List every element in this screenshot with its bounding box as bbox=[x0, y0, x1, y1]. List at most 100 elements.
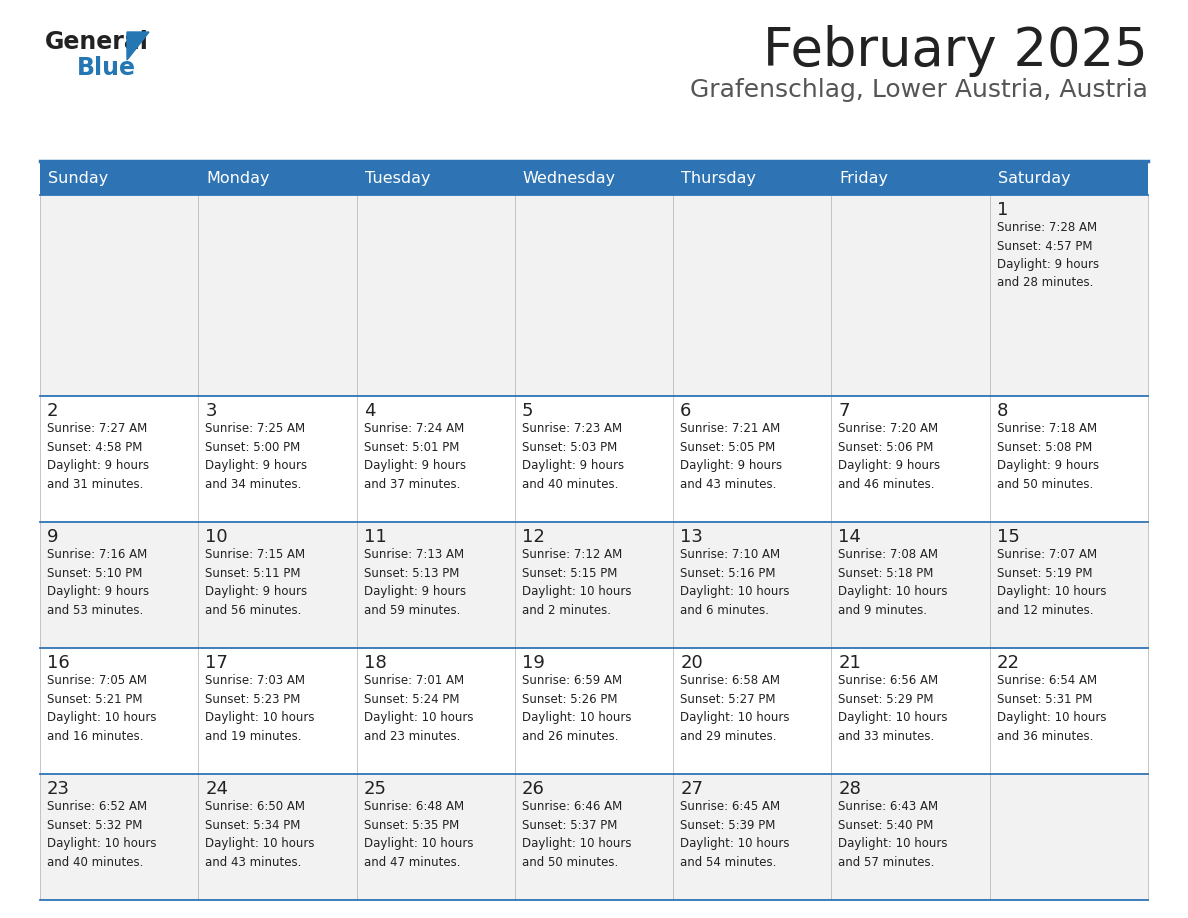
Text: Sunday: Sunday bbox=[48, 172, 108, 186]
Bar bbox=[674, 774, 832, 900]
Bar bbox=[198, 397, 356, 522]
Text: 25: 25 bbox=[364, 780, 386, 798]
Text: 8: 8 bbox=[997, 402, 1009, 420]
Bar bbox=[356, 522, 514, 648]
Bar bbox=[514, 397, 674, 522]
Text: Sunrise: 7:07 AM
Sunset: 5:19 PM
Daylight: 10 hours
and 12 minutes.: Sunrise: 7:07 AM Sunset: 5:19 PM Dayligh… bbox=[997, 548, 1106, 617]
Text: Sunrise: 7:15 AM
Sunset: 5:11 PM
Daylight: 9 hours
and 56 minutes.: Sunrise: 7:15 AM Sunset: 5:11 PM Dayligh… bbox=[206, 548, 308, 617]
Text: 1: 1 bbox=[997, 201, 1009, 219]
Bar bbox=[832, 397, 990, 522]
Text: Sunrise: 6:58 AM
Sunset: 5:27 PM
Daylight: 10 hours
and 29 minutes.: Sunrise: 6:58 AM Sunset: 5:27 PM Dayligh… bbox=[681, 674, 790, 743]
Bar bbox=[674, 397, 832, 522]
Text: Sunrise: 6:59 AM
Sunset: 5:26 PM
Daylight: 10 hours
and 26 minutes.: Sunrise: 6:59 AM Sunset: 5:26 PM Dayligh… bbox=[522, 674, 631, 743]
Text: Tuesday: Tuesday bbox=[365, 172, 430, 186]
Bar bbox=[514, 163, 674, 195]
Text: General: General bbox=[45, 30, 148, 54]
Bar bbox=[198, 195, 356, 397]
Bar bbox=[674, 648, 832, 774]
Text: 2: 2 bbox=[48, 402, 58, 420]
Text: 19: 19 bbox=[522, 655, 545, 672]
Bar bbox=[832, 195, 990, 397]
Text: February 2025: February 2025 bbox=[763, 25, 1148, 77]
Text: 28: 28 bbox=[839, 780, 861, 798]
Text: Sunrise: 7:03 AM
Sunset: 5:23 PM
Daylight: 10 hours
and 19 minutes.: Sunrise: 7:03 AM Sunset: 5:23 PM Dayligh… bbox=[206, 674, 315, 743]
Text: Sunrise: 7:01 AM
Sunset: 5:24 PM
Daylight: 10 hours
and 23 minutes.: Sunrise: 7:01 AM Sunset: 5:24 PM Dayligh… bbox=[364, 674, 473, 743]
Bar bbox=[674, 163, 832, 195]
Text: Sunrise: 7:12 AM
Sunset: 5:15 PM
Daylight: 10 hours
and 2 minutes.: Sunrise: 7:12 AM Sunset: 5:15 PM Dayligh… bbox=[522, 548, 631, 617]
Text: 14: 14 bbox=[839, 529, 861, 546]
Text: Sunrise: 7:28 AM
Sunset: 4:57 PM
Daylight: 9 hours
and 28 minutes.: Sunrise: 7:28 AM Sunset: 4:57 PM Dayligh… bbox=[997, 221, 1099, 289]
Text: Sunrise: 6:43 AM
Sunset: 5:40 PM
Daylight: 10 hours
and 57 minutes.: Sunrise: 6:43 AM Sunset: 5:40 PM Dayligh… bbox=[839, 800, 948, 868]
Text: Sunrise: 7:27 AM
Sunset: 4:58 PM
Daylight: 9 hours
and 31 minutes.: Sunrise: 7:27 AM Sunset: 4:58 PM Dayligh… bbox=[48, 422, 150, 491]
Text: Sunrise: 7:20 AM
Sunset: 5:06 PM
Daylight: 9 hours
and 46 minutes.: Sunrise: 7:20 AM Sunset: 5:06 PM Dayligh… bbox=[839, 422, 941, 491]
Text: Grafenschlag, Lower Austria, Austria: Grafenschlag, Lower Austria, Austria bbox=[690, 78, 1148, 102]
Text: Sunrise: 7:24 AM
Sunset: 5:01 PM
Daylight: 9 hours
and 37 minutes.: Sunrise: 7:24 AM Sunset: 5:01 PM Dayligh… bbox=[364, 422, 466, 491]
Text: 9: 9 bbox=[48, 529, 58, 546]
Text: Sunrise: 7:18 AM
Sunset: 5:08 PM
Daylight: 9 hours
and 50 minutes.: Sunrise: 7:18 AM Sunset: 5:08 PM Dayligh… bbox=[997, 422, 1099, 491]
Bar bbox=[514, 522, 674, 648]
Text: Sunrise: 7:16 AM
Sunset: 5:10 PM
Daylight: 9 hours
and 53 minutes.: Sunrise: 7:16 AM Sunset: 5:10 PM Dayligh… bbox=[48, 548, 150, 617]
Text: Sunrise: 6:54 AM
Sunset: 5:31 PM
Daylight: 10 hours
and 36 minutes.: Sunrise: 6:54 AM Sunset: 5:31 PM Dayligh… bbox=[997, 674, 1106, 743]
Bar bbox=[674, 522, 832, 648]
Text: Blue: Blue bbox=[77, 56, 135, 80]
Bar bbox=[990, 397, 1148, 522]
Bar bbox=[990, 163, 1148, 195]
Text: 4: 4 bbox=[364, 402, 375, 420]
Bar bbox=[832, 522, 990, 648]
Text: 22: 22 bbox=[997, 655, 1019, 672]
Text: 17: 17 bbox=[206, 655, 228, 672]
Bar bbox=[40, 774, 198, 900]
Text: Sunrise: 6:46 AM
Sunset: 5:37 PM
Daylight: 10 hours
and 50 minutes.: Sunrise: 6:46 AM Sunset: 5:37 PM Dayligh… bbox=[522, 800, 631, 868]
Text: 23: 23 bbox=[48, 780, 70, 798]
Text: 7: 7 bbox=[839, 402, 849, 420]
Text: 15: 15 bbox=[997, 529, 1019, 546]
Text: 3: 3 bbox=[206, 402, 216, 420]
Text: 11: 11 bbox=[364, 529, 386, 546]
Bar bbox=[356, 195, 514, 397]
Bar bbox=[356, 774, 514, 900]
Bar bbox=[832, 648, 990, 774]
Text: Sunrise: 7:05 AM
Sunset: 5:21 PM
Daylight: 10 hours
and 16 minutes.: Sunrise: 7:05 AM Sunset: 5:21 PM Dayligh… bbox=[48, 674, 157, 743]
Text: 26: 26 bbox=[522, 780, 545, 798]
Text: 10: 10 bbox=[206, 529, 228, 546]
Text: Sunrise: 7:08 AM
Sunset: 5:18 PM
Daylight: 10 hours
and 9 minutes.: Sunrise: 7:08 AM Sunset: 5:18 PM Dayligh… bbox=[839, 548, 948, 617]
Text: Sunrise: 6:56 AM
Sunset: 5:29 PM
Daylight: 10 hours
and 33 minutes.: Sunrise: 6:56 AM Sunset: 5:29 PM Dayligh… bbox=[839, 674, 948, 743]
Text: Sunrise: 7:13 AM
Sunset: 5:13 PM
Daylight: 9 hours
and 59 minutes.: Sunrise: 7:13 AM Sunset: 5:13 PM Dayligh… bbox=[364, 548, 466, 617]
Text: 5: 5 bbox=[522, 402, 533, 420]
Text: Saturday: Saturday bbox=[998, 172, 1070, 186]
Bar bbox=[40, 522, 198, 648]
Bar bbox=[514, 195, 674, 397]
Text: 16: 16 bbox=[48, 655, 70, 672]
Bar bbox=[198, 522, 356, 648]
Text: 24: 24 bbox=[206, 780, 228, 798]
Bar bbox=[514, 774, 674, 900]
Bar bbox=[990, 774, 1148, 900]
Text: Thursday: Thursday bbox=[681, 172, 756, 186]
Bar bbox=[356, 648, 514, 774]
Text: 6: 6 bbox=[681, 402, 691, 420]
Text: Sunrise: 6:50 AM
Sunset: 5:34 PM
Daylight: 10 hours
and 43 minutes.: Sunrise: 6:50 AM Sunset: 5:34 PM Dayligh… bbox=[206, 800, 315, 868]
Bar bbox=[832, 163, 990, 195]
Bar bbox=[40, 195, 198, 397]
Bar bbox=[198, 163, 356, 195]
Text: Sunrise: 7:25 AM
Sunset: 5:00 PM
Daylight: 9 hours
and 34 minutes.: Sunrise: 7:25 AM Sunset: 5:00 PM Dayligh… bbox=[206, 422, 308, 491]
Bar bbox=[832, 774, 990, 900]
Text: Sunrise: 6:48 AM
Sunset: 5:35 PM
Daylight: 10 hours
and 47 minutes.: Sunrise: 6:48 AM Sunset: 5:35 PM Dayligh… bbox=[364, 800, 473, 868]
Text: Sunrise: 7:21 AM
Sunset: 5:05 PM
Daylight: 9 hours
and 43 minutes.: Sunrise: 7:21 AM Sunset: 5:05 PM Dayligh… bbox=[681, 422, 782, 491]
Text: Sunrise: 7:10 AM
Sunset: 5:16 PM
Daylight: 10 hours
and 6 minutes.: Sunrise: 7:10 AM Sunset: 5:16 PM Dayligh… bbox=[681, 548, 790, 617]
Text: 27: 27 bbox=[681, 780, 703, 798]
Bar bbox=[40, 397, 198, 522]
Bar bbox=[514, 648, 674, 774]
Bar bbox=[198, 648, 356, 774]
Polygon shape bbox=[127, 32, 148, 60]
Text: 18: 18 bbox=[364, 655, 386, 672]
Text: Sunrise: 7:23 AM
Sunset: 5:03 PM
Daylight: 9 hours
and 40 minutes.: Sunrise: 7:23 AM Sunset: 5:03 PM Dayligh… bbox=[522, 422, 624, 491]
Text: 21: 21 bbox=[839, 655, 861, 672]
Text: Sunrise: 6:52 AM
Sunset: 5:32 PM
Daylight: 10 hours
and 40 minutes.: Sunrise: 6:52 AM Sunset: 5:32 PM Dayligh… bbox=[48, 800, 157, 868]
Bar bbox=[198, 774, 356, 900]
Bar bbox=[990, 522, 1148, 648]
Text: Friday: Friday bbox=[840, 172, 889, 186]
Bar bbox=[356, 163, 514, 195]
Text: Monday: Monday bbox=[207, 172, 270, 186]
Text: 13: 13 bbox=[681, 529, 703, 546]
